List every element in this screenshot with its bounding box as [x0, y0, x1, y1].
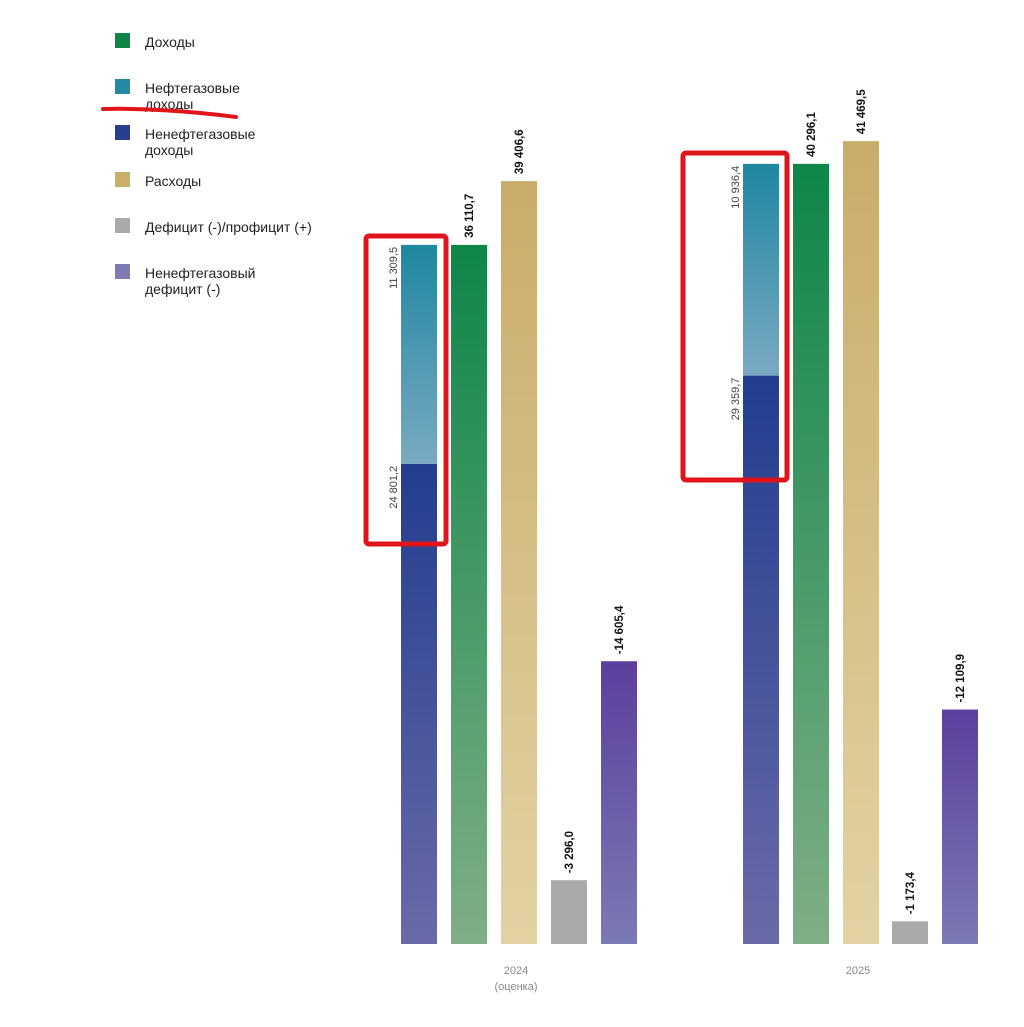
chart-legend: Доходы Нефтегазовые доходыНенефтегазовыедо… — [115, 33, 312, 297]
legend-label-nonoil: Ненефтегазовые — [145, 126, 256, 142]
value-label-nonoil: 24 801,2 — [388, 466, 400, 509]
bar-balance — [892, 921, 928, 944]
legend-swatch-balance — [115, 218, 130, 233]
bar-revenue — [451, 244, 487, 944]
annotations — [101, 106, 790, 547]
legend-label-oilgas: Нефтегазовые — [145, 80, 240, 96]
value-label-nonoil: 29 359,7 — [730, 378, 742, 421]
category-label: 2024 — [504, 965, 528, 977]
legend-label-nonoil: доходы — [145, 142, 193, 158]
annotation-box-2024 — [363, 233, 449, 547]
bar-nonoil-revenue — [743, 375, 779, 945]
bar-nonoil-deficit — [601, 661, 637, 944]
legend-swatch-nonoil_deficit — [115, 264, 130, 279]
annotation-underline — [101, 106, 238, 119]
category-labels: 2024 (оценка) 2025 — [495, 965, 871, 993]
bar-nonoil-revenue — [401, 463, 437, 944]
bar-oilgas-revenue — [401, 244, 437, 464]
legend-swatch-nonoil — [115, 125, 130, 140]
category-sublabel: (оценка) — [495, 981, 538, 993]
value-label-nonoil-deficit: -12 109,9 — [955, 654, 967, 703]
bar-expenses — [501, 181, 537, 944]
legend-swatch-revenue — [115, 33, 130, 48]
value-label-balance: -3 296,0 — [564, 831, 576, 873]
value-label-oilgas: 11 309,5 — [388, 247, 400, 289]
legend-label-balance: Дефицит (-)/профицит (+) — [145, 219, 312, 235]
category-label: 2025 — [846, 965, 870, 977]
bar-balance — [551, 880, 587, 944]
value-label-nonoil-deficit: -14 605,4 — [614, 605, 626, 654]
value-label-oilgas: 10 936,4 — [730, 166, 742, 209]
legend-item-expenses: Расходы — [115, 172, 201, 189]
legend-label-nonoil_deficit: Ненефтегазовый — [145, 265, 255, 281]
value-label-expenses: 41 469,5 — [856, 89, 868, 134]
legend-item-balance: Дефицит (-)/профицит (+) — [115, 218, 312, 235]
bar-revenue — [793, 163, 829, 945]
value-label-balance: -1 173,4 — [905, 871, 917, 914]
annotation-box-2025 — [680, 150, 790, 483]
legend-label-revenue: Доходы — [145, 34, 195, 50]
legend-swatch-oilgas — [115, 79, 130, 94]
bar-expenses — [843, 141, 879, 944]
legend-label-nonoil_deficit: дефицит (-) — [145, 281, 220, 297]
value-label-revenue: 36 110,7 — [464, 194, 476, 238]
bar-nonoil-deficit — [942, 709, 978, 944]
value-label-revenue: 40 296,1 — [806, 111, 818, 156]
value-label-expenses: 39 406,6 — [514, 129, 526, 174]
legend-swatch-expenses — [115, 172, 130, 187]
bar-oilgas-revenue — [743, 163, 779, 376]
legend-item-revenue: Доходы — [115, 33, 195, 50]
legend-label-expenses: Расходы — [145, 173, 201, 189]
